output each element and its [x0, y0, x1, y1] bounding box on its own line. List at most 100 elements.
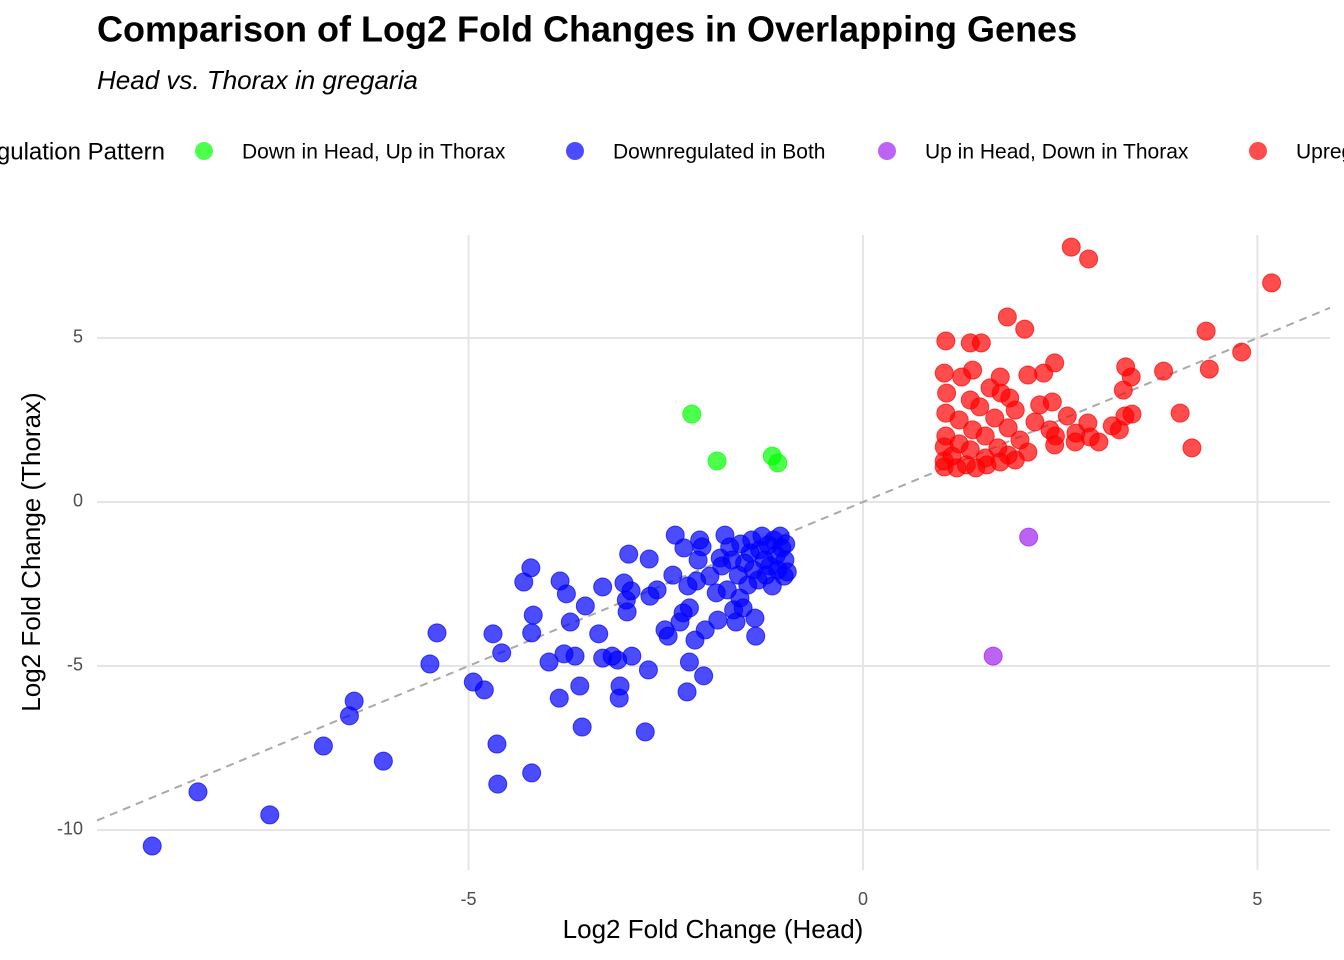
point	[970, 397, 990, 417]
point	[487, 734, 507, 754]
point	[692, 537, 712, 557]
point	[522, 623, 542, 643]
x-axis-title: Log2 Fold Change (Head)	[563, 914, 864, 944]
point	[682, 404, 702, 424]
point	[617, 602, 637, 622]
point	[522, 763, 542, 783]
point	[549, 688, 569, 708]
legend-label: Upregulated in Both	[1296, 141, 1344, 164]
point	[934, 363, 954, 383]
legend-marker	[1249, 142, 1267, 160]
point	[521, 558, 541, 578]
legend-label: Downregulated in Both	[613, 141, 825, 164]
point	[560, 612, 580, 632]
point	[427, 623, 447, 643]
point	[1018, 365, 1038, 385]
point	[1154, 361, 1174, 381]
point	[708, 610, 728, 630]
point	[523, 605, 543, 625]
point	[1262, 273, 1282, 293]
point	[1199, 359, 1219, 379]
y-tick-label: -10	[57, 819, 83, 839]
point	[975, 426, 995, 446]
point	[971, 333, 991, 353]
point	[1025, 412, 1045, 432]
point	[142, 836, 162, 856]
point	[937, 383, 957, 403]
point	[488, 774, 508, 794]
legend-title: Regulation Pattern	[0, 138, 165, 165]
point	[998, 418, 1018, 438]
point	[260, 805, 280, 825]
series	[682, 404, 788, 473]
point	[1015, 319, 1035, 339]
point	[639, 549, 659, 569]
point	[1005, 450, 1025, 470]
point	[663, 565, 683, 585]
point	[647, 580, 667, 600]
point	[621, 581, 641, 601]
series	[142, 525, 797, 856]
point	[1030, 395, 1050, 415]
point	[1045, 435, 1065, 455]
x-tick-label: 5	[1252, 889, 1262, 909]
point	[1182, 438, 1202, 458]
point	[572, 717, 592, 737]
point	[1019, 527, 1039, 547]
point	[777, 562, 797, 582]
point	[952, 367, 972, 387]
point	[947, 458, 967, 478]
point	[483, 624, 503, 644]
point	[570, 676, 590, 696]
point	[1170, 403, 1190, 423]
point	[373, 751, 393, 771]
point	[658, 626, 678, 646]
point	[313, 736, 333, 756]
x-tick-label: -5	[461, 889, 477, 909]
legend-label: Down in Head, Up in Thorax	[242, 141, 506, 164]
x-tick-label: 0	[858, 889, 868, 909]
point	[635, 722, 655, 742]
point	[420, 654, 440, 674]
point	[1232, 342, 1252, 362]
point	[985, 408, 1005, 428]
legend-label: Up in Head, Down in Thorax	[925, 141, 1189, 164]
point	[1109, 420, 1129, 440]
y-tick-label: -5	[67, 655, 83, 675]
y-tick-label: 5	[73, 327, 83, 347]
point	[936, 331, 956, 351]
point	[1089, 432, 1109, 452]
legend-marker	[566, 142, 584, 160]
point	[694, 666, 714, 686]
point	[966, 458, 986, 478]
point	[589, 624, 609, 644]
point	[949, 410, 969, 430]
point	[1079, 249, 1099, 269]
point	[1061, 237, 1081, 257]
point	[746, 626, 766, 646]
point	[674, 538, 694, 558]
point	[188, 782, 208, 802]
point	[997, 307, 1017, 327]
y-axis-title: Log2 Fold Change (Thorax)	[16, 392, 46, 711]
series	[934, 237, 1282, 478]
point	[776, 534, 796, 554]
point	[565, 646, 585, 666]
point	[679, 598, 699, 618]
chart-subtitle: Head vs. Thorax in gregaria	[97, 65, 418, 95]
series	[983, 527, 1039, 666]
point	[344, 691, 364, 711]
point	[677, 682, 697, 702]
point	[1113, 380, 1133, 400]
point	[745, 608, 765, 628]
point	[610, 676, 630, 696]
point	[679, 652, 699, 672]
point	[695, 620, 715, 640]
point	[622, 646, 642, 666]
point	[556, 584, 576, 604]
point	[1065, 432, 1085, 452]
legend-marker	[878, 142, 896, 160]
point	[492, 643, 512, 663]
